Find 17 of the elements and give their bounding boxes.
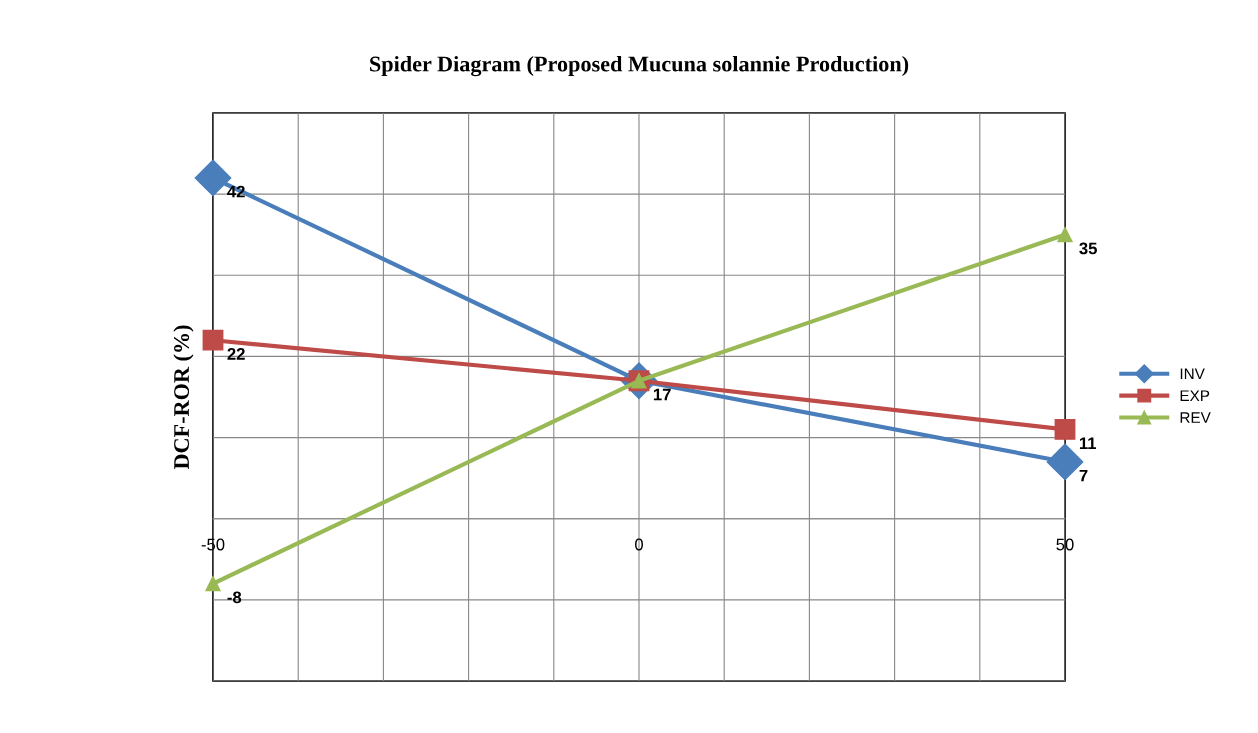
point — [1057, 227, 1073, 243]
point — [1054, 419, 1076, 440]
legend-label: INV — [1180, 368, 1205, 380]
point — [202, 329, 224, 351]
y-axis-title: DCF-ROR (%) — [173, 325, 194, 470]
point — [205, 575, 221, 592]
data-label: -8 — [227, 591, 242, 604]
data-label: 35 — [1079, 242, 1097, 255]
data-label: 42 — [227, 185, 245, 198]
chart-title: Spider Diagram (Proposed Mucuna solannie Production) — [370, 55, 909, 77]
data-label: 7 — [1079, 469, 1088, 482]
data-label: 17 — [653, 388, 671, 401]
data-label: 11 — [1079, 437, 1097, 449]
legend-label: REV — [1180, 412, 1211, 423]
x-tick-label: 0 — [635, 538, 643, 551]
data-label: 22 — [227, 348, 245, 360]
legend-label: EXP — [1180, 390, 1210, 401]
